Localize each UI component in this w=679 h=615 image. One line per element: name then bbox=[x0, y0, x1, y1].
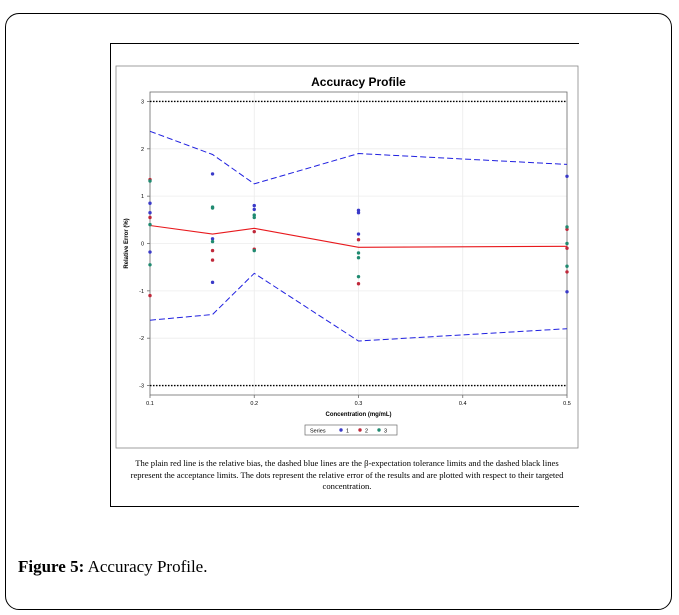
upper-tolerance-limit-line bbox=[149, 130, 568, 185]
y-tick-label: 1 bbox=[141, 194, 144, 200]
series-3-point bbox=[565, 264, 569, 268]
series-1-point bbox=[148, 201, 152, 205]
accuracy-profile-chart: Accuracy Profile -3 -2 -1 0 1 2 3 0.1 0.2 0.3 0.4 0.… bbox=[115, 65, 579, 449]
x-axis-label: Concentration (mg/mL) bbox=[326, 412, 392, 418]
relative-bias-line bbox=[149, 224, 568, 248]
legend-marker-series-2 bbox=[358, 428, 362, 432]
series-1-point bbox=[356, 232, 361, 236]
y-axis-label: Relative Error (%) bbox=[124, 218, 130, 268]
legend-label-series-3: 3 bbox=[384, 428, 387, 434]
series-3-point bbox=[210, 206, 215, 210]
series-3-point bbox=[148, 222, 152, 227]
y-tick-label: -3 bbox=[139, 384, 144, 390]
x-tick-label: 0.4 bbox=[459, 401, 467, 407]
series-3-point bbox=[252, 215, 256, 220]
series-1-point bbox=[252, 207, 256, 212]
series-1-point bbox=[356, 208, 361, 213]
chart-border bbox=[115, 65, 579, 449]
figure-caption: The plain red line is the relative bias,… bbox=[130, 458, 564, 492]
legend-marker-series-1 bbox=[339, 428, 343, 432]
series-3-point bbox=[565, 225, 569, 229]
series-1-point bbox=[565, 174, 569, 178]
figure-frame bbox=[5, 13, 672, 610]
series-1-point bbox=[356, 211, 361, 215]
series-2-point bbox=[148, 215, 152, 220]
y-tick-label: -1 bbox=[139, 289, 144, 295]
figure-box: Accuracy Profile -3 -2 -1 0 1 2 3 0.1 0.2 0.3 0.4 0.… bbox=[110, 43, 579, 507]
legend-label-series-1: 1 bbox=[346, 428, 349, 434]
series-2-point bbox=[252, 229, 256, 234]
series-2-point bbox=[148, 293, 152, 298]
series-1-point bbox=[210, 280, 215, 285]
series-1-point bbox=[148, 211, 152, 215]
series-3-point bbox=[356, 256, 361, 260]
series-2-point bbox=[356, 238, 361, 242]
series-3-point bbox=[356, 274, 361, 279]
y-tick-label: 0 bbox=[141, 242, 144, 248]
series-1-point bbox=[210, 172, 215, 176]
series-3-point bbox=[210, 239, 215, 244]
legend-title: Series bbox=[310, 428, 326, 434]
series-2-point bbox=[565, 227, 569, 231]
figure-number: Figure 5: bbox=[18, 557, 85, 576]
series-3-point bbox=[565, 241, 569, 246]
figure-label: Figure 5: Accuracy Profile. bbox=[18, 557, 207, 577]
series-2-point bbox=[356, 282, 361, 286]
series-3-point bbox=[252, 248, 256, 253]
y-tick-label: 2 bbox=[141, 147, 144, 153]
figure-title: Accuracy Profile. bbox=[87, 557, 208, 576]
series-2-point bbox=[210, 248, 215, 253]
x-tick-label: 0.5 bbox=[563, 401, 571, 407]
x-tick-label: 0.2 bbox=[250, 401, 258, 407]
series-2-point bbox=[210, 258, 215, 262]
series-3-point bbox=[252, 213, 256, 217]
series-3-point bbox=[148, 263, 152, 267]
x-tick-label: 0.1 bbox=[146, 401, 154, 407]
legend-box bbox=[304, 424, 398, 436]
legend-label-series-2: 2 bbox=[365, 428, 368, 434]
chart-title: Accuracy Profile bbox=[311, 75, 406, 89]
y-tick-label: -2 bbox=[139, 336, 144, 342]
y-tick-label: 3 bbox=[141, 99, 144, 105]
series-2-point bbox=[565, 270, 569, 274]
series-2-point bbox=[565, 246, 569, 250]
series-1-point bbox=[148, 250, 152, 254]
lower-tolerance-limit-line bbox=[149, 272, 568, 342]
legend-marker-series-3 bbox=[377, 428, 381, 432]
series-1-point bbox=[565, 290, 569, 294]
x-tick-label: 0.3 bbox=[355, 401, 363, 407]
series-1-point bbox=[252, 203, 256, 208]
series-1-point bbox=[210, 237, 215, 241]
series-3-point bbox=[148, 179, 152, 183]
series-3-point bbox=[356, 251, 361, 255]
